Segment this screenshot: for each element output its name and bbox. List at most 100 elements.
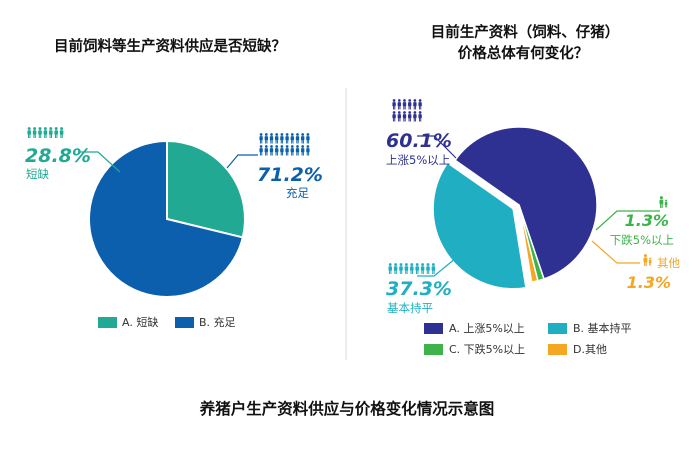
person-figure <box>49 127 53 138</box>
legend-label-rise: A. 上涨5%以上 <box>449 322 525 335</box>
person-figure <box>402 99 407 110</box>
person-body <box>27 130 31 135</box>
person-leg <box>649 262 650 266</box>
person-leg <box>405 270 407 274</box>
person-figure <box>659 196 664 208</box>
person-head <box>301 145 305 148</box>
slice-shortage <box>166 139 246 239</box>
person-leg <box>404 118 406 122</box>
person-leg <box>301 152 303 156</box>
person-figure <box>410 263 414 274</box>
person-head <box>388 263 392 266</box>
person-leg <box>660 204 662 208</box>
slice-rise <box>454 126 598 280</box>
person-leg <box>401 270 403 274</box>
person-body <box>264 136 268 141</box>
person-body <box>431 266 436 271</box>
person-figure <box>301 133 305 144</box>
legend-label-other: D.其他 <box>573 343 607 356</box>
person-head <box>264 133 268 136</box>
person-figure <box>402 111 407 122</box>
person-head <box>49 127 53 130</box>
person-leg <box>276 140 278 144</box>
person-figure <box>413 111 417 122</box>
person-figure <box>431 263 436 274</box>
leader-line-other <box>591 240 640 264</box>
category-label-other: 其他 <box>657 256 680 270</box>
person-body <box>49 130 53 135</box>
chart-title-right-line2: 价格总体有何变化？ <box>458 44 589 62</box>
person-body <box>426 266 430 271</box>
category-label-shortage: 短缺 <box>26 167 49 181</box>
person-leg <box>650 262 651 266</box>
person-leg <box>395 270 397 274</box>
person-head <box>421 263 425 266</box>
legend-label-shortage: A. 短缺 <box>122 315 158 329</box>
person-figure <box>290 145 294 156</box>
person-body <box>415 266 419 271</box>
leader-line-rise <box>417 135 457 159</box>
person-body <box>420 266 425 271</box>
person-body <box>290 148 294 153</box>
person-head <box>290 133 294 136</box>
person-figure <box>426 263 430 274</box>
person-head <box>397 111 401 114</box>
person-figure <box>393 263 398 274</box>
person-leg <box>413 106 415 110</box>
person-figure <box>38 127 42 138</box>
person-leg <box>302 152 304 156</box>
person-head <box>290 145 294 148</box>
person-leg <box>426 270 428 274</box>
category-label-rise: 上涨5%以上 <box>386 153 450 167</box>
person-head <box>404 263 408 266</box>
person-body <box>413 102 417 107</box>
person-leg <box>265 140 267 144</box>
person-leg <box>275 152 277 156</box>
person-head <box>410 263 414 266</box>
person-figure <box>54 127 58 138</box>
legend-swatch-fall <box>424 344 443 355</box>
person-leg <box>61 134 63 138</box>
person-body <box>664 201 668 206</box>
person-figure <box>643 254 648 266</box>
person-figure <box>59 127 64 138</box>
person-head <box>306 145 310 148</box>
person-head <box>259 145 263 148</box>
person-leg <box>306 152 308 156</box>
person-body <box>388 266 392 271</box>
person-figure <box>275 133 279 144</box>
person-leg <box>418 118 420 122</box>
person-body <box>402 102 407 107</box>
person-leg <box>665 204 666 208</box>
person-body <box>269 148 274 153</box>
person-leg <box>301 140 303 144</box>
person-figure <box>415 263 419 274</box>
person-figure <box>27 127 31 138</box>
person-leg <box>271 152 273 156</box>
person-head <box>270 145 273 148</box>
person-body <box>392 102 396 107</box>
person-head <box>285 145 289 148</box>
person-head <box>394 263 398 266</box>
person-leg <box>394 270 396 274</box>
person-leg <box>266 152 268 156</box>
person-figure <box>404 263 409 274</box>
person-leg <box>661 204 663 208</box>
person-leg <box>644 262 646 266</box>
person-leg <box>394 118 396 122</box>
person-figure <box>275 145 279 156</box>
person-figure <box>418 99 422 110</box>
person-figure <box>392 99 396 110</box>
person-body <box>648 259 652 264</box>
chart-title-left: 目前饲料等生产资料供应是否短缺？ <box>54 37 286 55</box>
person-leg <box>291 140 293 144</box>
person-leg <box>415 118 417 122</box>
person-figure <box>280 133 284 144</box>
person-figure <box>269 133 274 144</box>
person-leg <box>415 270 417 274</box>
data-label-sufficient: 71.2% <box>257 164 323 186</box>
person-leg <box>271 140 273 144</box>
person-leg <box>408 106 410 110</box>
person-leg <box>417 270 419 274</box>
